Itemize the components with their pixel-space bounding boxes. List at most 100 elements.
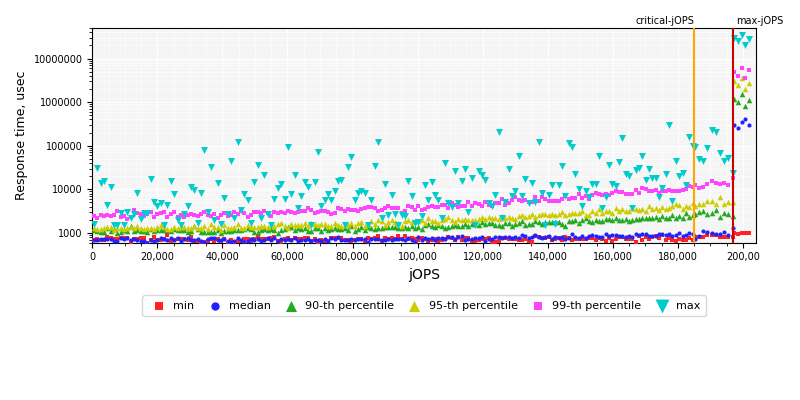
min bbox=[606, 238, 618, 244]
min bbox=[161, 232, 174, 238]
min bbox=[202, 238, 214, 244]
min bbox=[522, 238, 535, 244]
median bbox=[111, 238, 124, 244]
median bbox=[499, 234, 512, 240]
min bbox=[515, 236, 528, 243]
90-th percentile bbox=[596, 218, 609, 224]
90-th percentile bbox=[332, 226, 345, 232]
median bbox=[718, 229, 730, 236]
median bbox=[701, 229, 714, 236]
min bbox=[325, 234, 338, 241]
95-th percentile bbox=[727, 78, 740, 84]
99-th percentile bbox=[566, 195, 578, 202]
median bbox=[569, 234, 582, 241]
max bbox=[710, 128, 722, 135]
95-th percentile bbox=[438, 216, 451, 223]
max bbox=[118, 222, 130, 228]
median bbox=[365, 236, 378, 242]
90-th percentile bbox=[466, 221, 478, 227]
min bbox=[352, 236, 365, 242]
min bbox=[128, 236, 141, 242]
max bbox=[522, 200, 535, 206]
min bbox=[315, 237, 328, 244]
95-th percentile bbox=[515, 212, 528, 218]
median bbox=[234, 237, 247, 244]
90-th percentile bbox=[542, 218, 555, 225]
99-th percentile bbox=[446, 200, 458, 206]
99-th percentile bbox=[435, 202, 448, 208]
99-th percentile bbox=[87, 213, 100, 220]
95-th percentile bbox=[718, 200, 730, 207]
99-th percentile bbox=[211, 214, 224, 221]
90-th percentile bbox=[422, 221, 434, 228]
95-th percentile bbox=[165, 226, 178, 232]
99-th percentile bbox=[573, 191, 586, 197]
95-th percentile bbox=[486, 215, 498, 222]
min bbox=[369, 234, 382, 241]
95-th percentile bbox=[128, 224, 141, 231]
median bbox=[731, 125, 744, 132]
90-th percentile bbox=[358, 227, 371, 233]
min bbox=[536, 235, 549, 242]
99-th percentile bbox=[318, 208, 331, 214]
90-th percentile bbox=[432, 222, 445, 228]
median bbox=[402, 235, 414, 241]
95-th percentile bbox=[656, 204, 669, 210]
median bbox=[735, 119, 748, 125]
95-th percentile bbox=[522, 213, 535, 219]
max bbox=[375, 215, 388, 222]
90-th percentile bbox=[198, 229, 210, 235]
min bbox=[432, 237, 445, 244]
95-th percentile bbox=[332, 222, 345, 228]
95-th percentile bbox=[596, 210, 609, 216]
95-th percentile bbox=[355, 219, 368, 225]
median bbox=[556, 234, 569, 240]
max bbox=[218, 194, 230, 201]
95-th percentile bbox=[302, 222, 314, 229]
99-th percentile bbox=[650, 187, 662, 194]
90-th percentile bbox=[202, 229, 214, 235]
max bbox=[268, 196, 281, 202]
95-th percentile bbox=[202, 225, 214, 232]
median bbox=[469, 234, 482, 241]
median bbox=[552, 235, 565, 241]
90-th percentile bbox=[462, 223, 475, 229]
99-th percentile bbox=[606, 190, 618, 197]
90-th percentile bbox=[714, 214, 726, 220]
max bbox=[311, 148, 324, 155]
90-th percentile bbox=[342, 226, 354, 233]
min bbox=[562, 235, 575, 241]
max bbox=[486, 203, 498, 209]
max bbox=[185, 184, 198, 190]
99-th percentile bbox=[295, 208, 308, 214]
min bbox=[630, 238, 642, 245]
min bbox=[718, 234, 730, 240]
max bbox=[369, 163, 382, 169]
min bbox=[104, 234, 117, 241]
95-th percentile bbox=[731, 82, 744, 88]
90-th percentile bbox=[118, 227, 130, 234]
median bbox=[121, 235, 134, 242]
95-th percentile bbox=[673, 202, 686, 209]
90-th percentile bbox=[613, 216, 626, 223]
max bbox=[161, 202, 174, 208]
99-th percentile bbox=[701, 181, 714, 187]
99-th percentile bbox=[208, 211, 221, 217]
90-th percentile bbox=[727, 96, 740, 102]
90-th percentile bbox=[392, 224, 405, 231]
95-th percentile bbox=[646, 205, 659, 212]
99-th percentile bbox=[589, 190, 602, 196]
95-th percentile bbox=[682, 204, 695, 210]
99-th percentile bbox=[406, 203, 418, 210]
median bbox=[546, 236, 558, 242]
95-th percentile bbox=[582, 212, 595, 218]
min bbox=[385, 235, 398, 241]
90-th percentile bbox=[335, 226, 348, 232]
median bbox=[689, 235, 702, 242]
99-th percentile bbox=[622, 191, 635, 197]
max bbox=[589, 181, 602, 188]
min bbox=[539, 235, 552, 241]
99-th percentile bbox=[335, 206, 348, 213]
95-th percentile bbox=[599, 208, 612, 214]
95-th percentile bbox=[274, 220, 287, 226]
